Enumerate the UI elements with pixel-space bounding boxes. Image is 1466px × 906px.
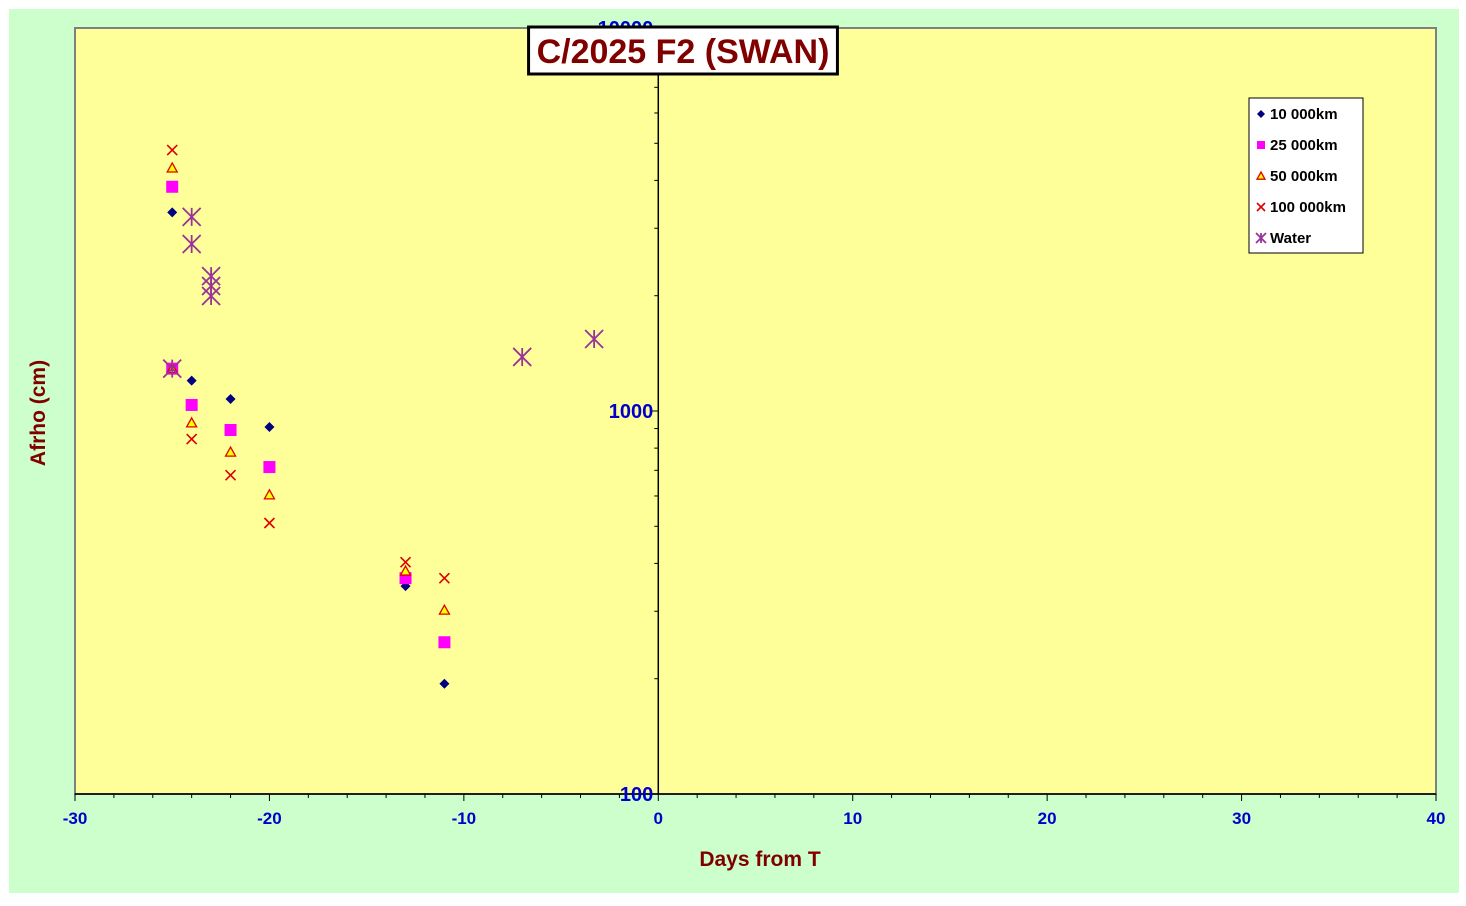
marker-shape [399, 564, 412, 576]
marker-shape [399, 556, 412, 568]
marker-shape [182, 234, 202, 254]
marker [167, 207, 178, 218]
marker-shape [438, 636, 451, 649]
marker [399, 556, 412, 568]
chart-title: C/2025 F2 (SWAN) [537, 33, 830, 71]
marker [399, 564, 412, 576]
marker [224, 469, 237, 481]
marker-shape [167, 207, 178, 218]
marker [182, 207, 202, 227]
legend-label: 50 000km [1270, 168, 1338, 185]
marker [1257, 141, 1265, 149]
marker-shape [438, 572, 450, 584]
y-tick-label: 1000 [609, 401, 654, 423]
marker-shape [263, 517, 275, 529]
marker-shape [1255, 232, 1267, 244]
marker-shape [182, 207, 202, 227]
legend-box [1248, 97, 1364, 254]
marker [1255, 170, 1267, 180]
marker [438, 636, 451, 649]
marker [263, 461, 276, 474]
legend-label: 10 000km [1270, 106, 1338, 123]
marker-shape [166, 180, 179, 193]
marker-shape [186, 375, 197, 386]
marker-shape [584, 329, 604, 349]
marker [584, 329, 604, 349]
x-tick-label: 10 [843, 809, 862, 828]
x-axis-label: Days from T [699, 848, 821, 871]
legend-label: Water [1270, 230, 1311, 247]
marker-shape [1257, 110, 1265, 118]
marker [438, 572, 450, 584]
x-tick-label: -30 [63, 809, 88, 828]
marker [438, 603, 451, 615]
x-tick-label: 0 [654, 809, 663, 828]
x-tick-label: 20 [1038, 809, 1057, 828]
marker-shape [224, 445, 237, 457]
x-tick-label: 40 [1427, 809, 1446, 828]
marker [166, 161, 179, 173]
title-frame [527, 25, 839, 76]
marker [1255, 232, 1267, 244]
marker-shape [166, 144, 178, 156]
marker [224, 445, 237, 457]
marker [225, 393, 236, 404]
marker [186, 375, 197, 386]
marker [263, 488, 276, 500]
y-tick-label: 100 [620, 784, 653, 806]
marker-shape [512, 347, 532, 367]
marker [224, 424, 237, 437]
marker-shape [263, 488, 276, 500]
marker-shape [185, 416, 198, 428]
marker-shape [186, 433, 198, 445]
marker [185, 398, 198, 411]
marker-shape [263, 461, 276, 474]
legend-label: 25 000km [1270, 137, 1338, 154]
marker-shape [166, 161, 179, 173]
marker [162, 359, 182, 379]
marker-shape [224, 469, 237, 481]
marker-shape [224, 424, 237, 437]
marker-shape [201, 286, 221, 306]
marker [512, 347, 532, 367]
marker-shape [439, 678, 450, 689]
marker-shape [1257, 141, 1265, 149]
marker [185, 416, 198, 428]
marker [1256, 202, 1266, 212]
marker [264, 422, 275, 433]
marker [1257, 110, 1265, 118]
marker [263, 517, 275, 529]
plot-area [74, 27, 1437, 795]
marker [201, 286, 221, 306]
y-axis-label: Afrho (cm) [27, 360, 50, 466]
marker [186, 433, 198, 445]
marker [439, 678, 450, 689]
x-tick-label: 30 [1232, 809, 1251, 828]
title-box [527, 25, 839, 76]
marker [166, 180, 179, 193]
marker [182, 234, 202, 254]
marker-shape [1256, 202, 1266, 212]
marker-shape [264, 422, 275, 433]
legend-label: 100 000km [1270, 199, 1346, 216]
marker [166, 144, 178, 156]
x-tick-label: -10 [452, 809, 477, 828]
marker-shape [162, 359, 182, 379]
marker-shape [1255, 170, 1267, 180]
x-tick-label: -20 [257, 809, 282, 828]
marker-shape [438, 603, 451, 615]
marker-shape [225, 393, 236, 404]
marker-shape [185, 398, 198, 411]
